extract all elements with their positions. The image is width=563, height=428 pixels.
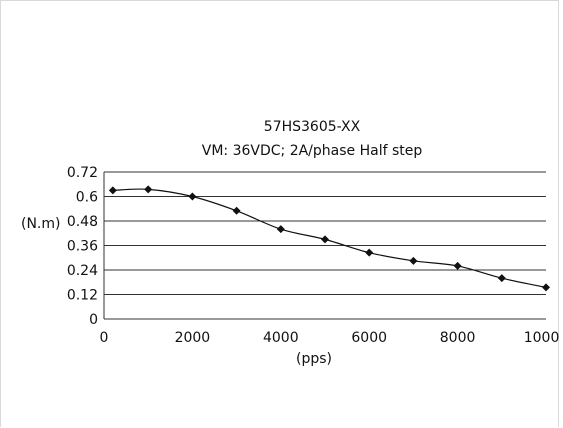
data-point-10	[542, 283, 550, 292]
x-axis-label: (pps)	[296, 351, 332, 367]
data-point-8	[453, 261, 462, 270]
data-point-0	[108, 186, 117, 195]
y-tick-label-3: 0.36	[67, 239, 98, 255]
y-axis-label: (N.m)	[21, 216, 60, 232]
y-tick-label-6: 0.72	[67, 165, 98, 181]
data-point-1	[144, 185, 153, 194]
data-point-5	[321, 235, 329, 244]
x-tick-label-3: 6000	[351, 330, 387, 346]
data-point-6	[365, 248, 374, 257]
y-tick-label-4: 0.48	[67, 214, 98, 230]
data-point-9	[497, 274, 506, 283]
data-point-2	[188, 192, 197, 201]
chart-title: 57HS3605-XX	[264, 119, 361, 135]
data-point-7	[409, 256, 418, 265]
chart-subtitle: VM: 36VDC; 2A/phase Half step	[202, 143, 423, 159]
x-tick-label-2: 4000	[263, 330, 299, 346]
x-tick-label-4: 8000	[440, 330, 476, 346]
y-tick-label-0: 0	[89, 312, 98, 328]
y-tick-label-2: 0.24	[67, 263, 98, 279]
series-line-0	[112, 188, 547, 288]
data-point-3	[232, 206, 241, 215]
x-tick-label-5: 10000	[524, 330, 560, 346]
y-tick-label-5: 0.6	[76, 190, 98, 206]
x-tick-label-0: 0	[100, 330, 109, 346]
data-point-4	[276, 225, 285, 234]
y-tick-label-1: 0.12	[67, 288, 98, 304]
plot-area: 0 0.12 0.24 0.36 0.48 0.6 0.72 0 2000 4000 6000 800…	[67, 165, 560, 346]
x-tick-label-1: 2000	[175, 330, 211, 346]
